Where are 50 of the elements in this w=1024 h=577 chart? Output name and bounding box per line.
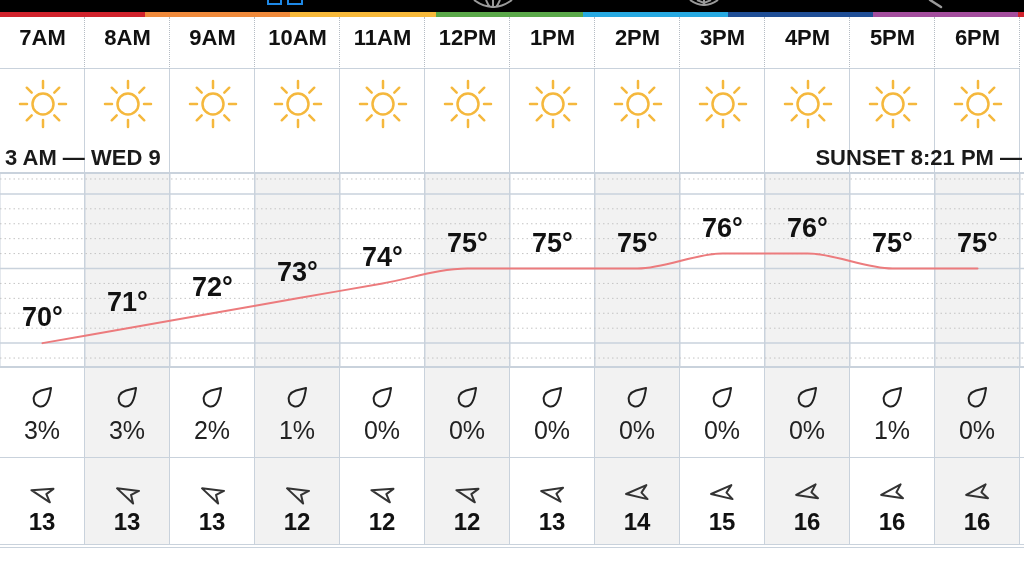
data-label: 13 <box>198 508 226 535</box>
x-tick-label: 4PM <box>784 24 831 50</box>
x-tick-label: 10AM <box>268 24 327 50</box>
x-tick-label: 6PM <box>954 24 1001 50</box>
data-label: 76° <box>702 212 743 243</box>
data-label: 3% <box>108 416 146 444</box>
data-label: 0% <box>363 416 401 444</box>
x-tick-label: 5PM <box>869 24 916 50</box>
x-tick-label: 3PM <box>699 24 746 50</box>
data-label: 0% <box>788 416 826 444</box>
data-label: 16 <box>963 508 991 535</box>
data-label: 75° <box>447 227 488 258</box>
data-label: 75° <box>872 227 913 258</box>
data-label: 1% <box>873 416 911 444</box>
data-label: 13 <box>538 508 566 535</box>
text: SUNSET 8:21 PM — <box>815 145 1022 170</box>
data-label: 0% <box>703 416 741 444</box>
data-label: 75° <box>957 227 998 258</box>
data-label: 12 <box>368 508 396 535</box>
data-label: 76° <box>787 212 828 243</box>
data-label: 12 <box>283 508 311 535</box>
data-label: 72° <box>192 272 233 303</box>
x-tick-label: 11AM <box>353 24 412 50</box>
data-label: 0% <box>448 416 486 444</box>
data-label: 15 <box>708 508 736 535</box>
data-label: 0% <box>618 416 656 444</box>
data-label: 75° <box>532 227 573 258</box>
data-label: 0% <box>958 416 996 444</box>
data-label: 75° <box>617 227 658 258</box>
data-label: 73° <box>277 257 318 288</box>
data-label: 14 <box>623 508 651 535</box>
data-label: 1% <box>278 416 316 444</box>
x-tick-label: 7AM <box>19 24 66 50</box>
data-label: 13 <box>113 508 141 535</box>
data-label: 71° <box>107 287 148 318</box>
data-label: 16 <box>793 508 821 535</box>
data-label: 16 <box>878 508 906 535</box>
data-label: 74° <box>362 242 403 273</box>
x-tick-label: 12PM <box>438 24 497 50</box>
x-tick-label: 1PM <box>529 24 576 50</box>
text: 3 AM — WED 9 <box>5 145 161 170</box>
data-label: 2% <box>193 416 231 444</box>
x-tick-label: 9AM <box>189 24 236 50</box>
x-tick-label: 8AM <box>104 24 151 50</box>
data-label: 13 <box>28 508 56 535</box>
data-label: 70° <box>22 302 63 333</box>
data-label: 12 <box>453 508 481 535</box>
data-label: 3% <box>23 416 61 444</box>
x-tick-label: 2PM <box>614 24 661 50</box>
data-label: 0% <box>533 416 571 444</box>
